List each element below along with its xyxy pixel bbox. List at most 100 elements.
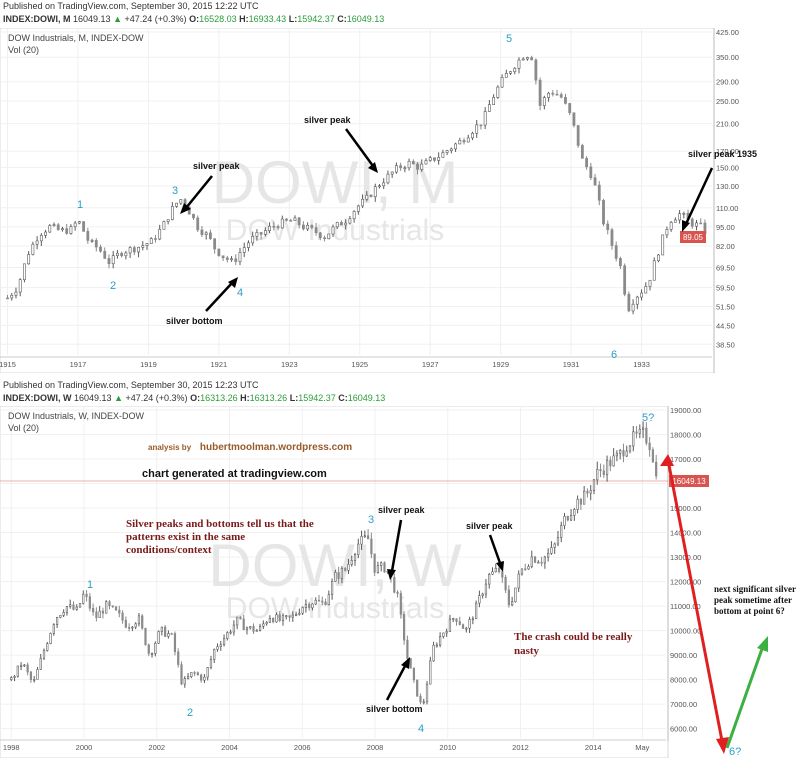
y-tick-label: 11000.00 (670, 602, 701, 611)
candle-body (259, 232, 263, 235)
candle-body (92, 608, 95, 613)
candle-body (468, 619, 471, 629)
y-tick-label: 350.00 (716, 53, 739, 62)
candle-body (200, 674, 203, 681)
candle-body (399, 165, 403, 169)
candle-body (213, 649, 216, 660)
candle-body (622, 450, 625, 457)
candle-body (445, 631, 448, 634)
top-quote-bar: INDEX:DOWI, M 16049.13 ▲ +47.24 (+0.3%) … (3, 14, 384, 24)
candle-body (327, 594, 330, 606)
candle-body (540, 561, 543, 564)
top-published-line: Published on TradingView.com, September … (3, 1, 259, 11)
candle-body (6, 297, 9, 300)
candle-body (514, 587, 517, 603)
candle-body (589, 166, 593, 179)
top-arrow-head-silver-peak-2 (368, 162, 378, 173)
y-tick-label: 110.00 (716, 204, 738, 213)
candle-body (619, 258, 622, 267)
candle-body (321, 600, 324, 603)
x-tick-label: 1931 (563, 360, 580, 369)
candle-body (449, 148, 453, 151)
bottom-published-line: Published on TradingView.com, September … (3, 380, 259, 390)
bottom-wave-5: 5? (642, 412, 654, 424)
candle-body (406, 639, 409, 659)
candle-body (657, 254, 660, 262)
candle-body (530, 556, 533, 567)
top-open-value: 16528.03 (199, 14, 237, 24)
candle-body (580, 145, 584, 159)
bottom-watermark-sub: DOW Industrials (226, 592, 444, 625)
candle-body (14, 291, 18, 296)
candle-body (585, 158, 589, 168)
x-tick-label: 1927 (422, 360, 439, 369)
candle-body (424, 160, 428, 165)
candle-body (599, 469, 602, 472)
top-symbol: INDEX:DOWI, M (3, 14, 71, 24)
x-tick-label: 2008 (367, 743, 384, 752)
bottom-open-value: 16313.26 (200, 393, 238, 403)
candle-body (318, 232, 322, 239)
candle-body (641, 427, 645, 430)
bottom-symbol: INDEX:DOWI, W (3, 393, 72, 403)
candle-body (669, 221, 673, 230)
candle-body (538, 79, 542, 106)
candle-body (75, 606, 78, 610)
candle-body (209, 232, 212, 239)
candle-body (560, 525, 563, 538)
candle-body (124, 252, 128, 257)
candle-body (419, 695, 422, 703)
candle-body (661, 234, 665, 256)
candle-body (556, 537, 560, 545)
candle-body (357, 543, 360, 555)
candle-body (29, 671, 33, 680)
bottom-x-axis: 1998 2000 2002 2004 2006 2008 2010 2012 2014 May (0, 739, 666, 752)
candle-body (347, 564, 350, 571)
top-arrow-silver-peak-2 (344, 128, 375, 167)
candle-body (242, 618, 245, 631)
y-tick-label: 14000.00 (670, 529, 701, 538)
candle-body (361, 198, 364, 207)
candle-body (501, 571, 504, 578)
candle-body (530, 57, 534, 61)
candle-body (416, 679, 419, 697)
candle-body (10, 677, 13, 680)
bottom-projection-arrow-green (725, 645, 765, 749)
candle-body (310, 225, 314, 228)
candle-body (154, 642, 157, 654)
candle-body (164, 626, 167, 637)
candle-body (56, 224, 60, 231)
x-tick-label: May (635, 743, 649, 752)
bottom-silver-context-note: Silver peaks and bottoms tell us that th… (126, 518, 314, 556)
candle-body (576, 498, 579, 510)
candle-body (500, 77, 504, 88)
bottom-arrow-head-silver-peak-1 (387, 569, 396, 580)
candle-body (304, 604, 308, 608)
candle-body (394, 165, 398, 173)
candle-body (306, 225, 310, 230)
candle-body (242, 247, 246, 253)
top-low-value: 15942.37 (297, 14, 335, 24)
candle-body (543, 556, 546, 564)
candle-body (111, 255, 115, 265)
top-annotation-silver-peak-1935: silver peak 1935 (688, 149, 757, 159)
candle-body (437, 157, 441, 161)
candle-body (78, 603, 82, 608)
top-annotation-silver-bottom: silver bottom (166, 316, 223, 326)
candle-body (442, 632, 445, 637)
candle-body (521, 58, 525, 61)
candle-body (327, 233, 331, 240)
top-high-label: H: (239, 14, 249, 24)
top-arrow-silver-peak-1935 (684, 167, 714, 225)
candle-body (383, 562, 386, 573)
bottom-annotation-silver-bottom: silver bottom (366, 704, 423, 714)
candle-body (491, 571, 494, 575)
candle-body (350, 560, 353, 565)
candle-body (344, 568, 347, 571)
y-tick-label: 10000.00 (670, 627, 701, 636)
candle-body (533, 556, 537, 563)
candle-body (72, 604, 75, 610)
y-tick-label: 51.50 (716, 302, 735, 311)
top-last-price: 16049.13 (73, 14, 111, 24)
candle-body (111, 605, 114, 608)
